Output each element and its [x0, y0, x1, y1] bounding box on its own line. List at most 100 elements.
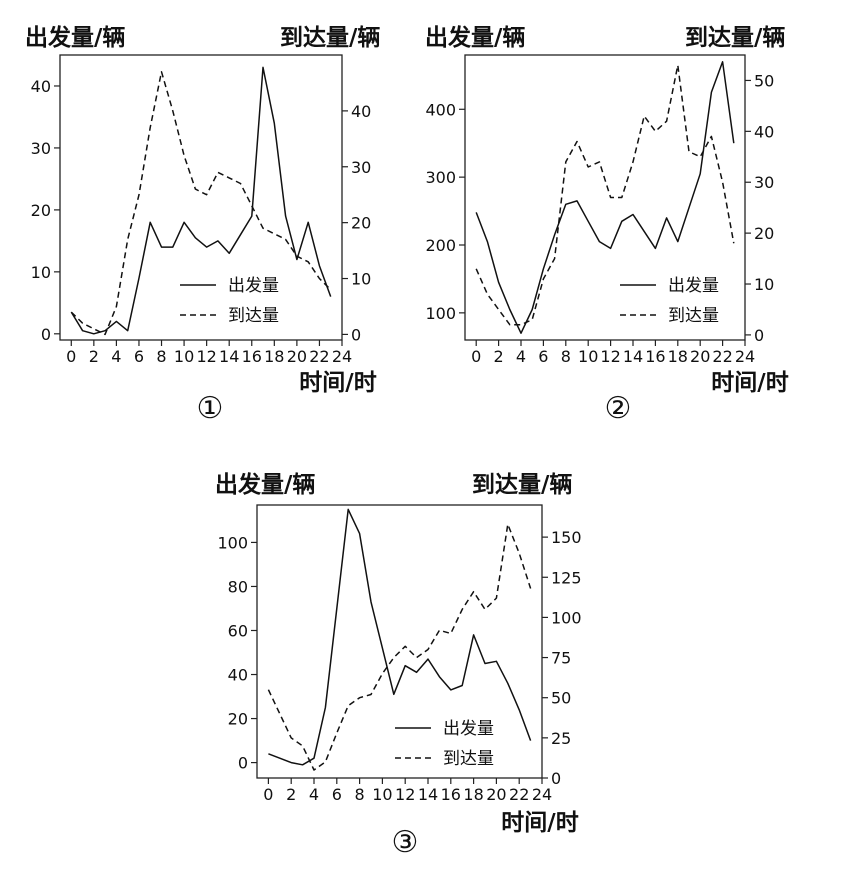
chart-2-right-tick-label: 50 [754, 71, 774, 90]
chart-2-left-tick-label: 400 [425, 100, 456, 119]
chart-1-x-tick-label: 2 [89, 347, 99, 366]
chart-2-right-tick-label: 0 [754, 326, 764, 345]
chart-1-x-tick-label: 18 [264, 347, 284, 366]
chart-1-x-tick-label: 24 [332, 347, 352, 366]
chart-2-x-tick-label: 16 [645, 347, 665, 366]
chart-1-x-tick-label: 16 [242, 347, 262, 366]
chart-2-legend-label-2: 到达量 [668, 306, 719, 326]
chart-3-x-tick-label: 6 [332, 785, 342, 804]
chart-2-left-axis-title: 出发量/辆 [425, 24, 525, 51]
chart-2-x-tick-label: 22 [712, 347, 732, 366]
chart-2-plot-frame [464, 54, 746, 341]
chart-3-right-tick-label: 25 [551, 729, 571, 748]
chart-3-left-tick-label: 80 [228, 577, 248, 596]
chart-1-left-tick-label: 10 [31, 263, 51, 282]
chart-2-x-tick-label: 12 [600, 347, 620, 366]
chart-2-right-tick-label: 20 [754, 224, 774, 243]
chart-3-right-tick-label: 75 [551, 649, 571, 668]
chart-1-x-tick-label: 22 [309, 347, 329, 366]
chart-3-panel-label: ③ [392, 825, 419, 860]
chart-1-x-axis-title: 时间/时 [299, 370, 376, 396]
chart-2-x-tick-label: 0 [471, 347, 481, 366]
chart-2-series-line-arrivals [475, 64, 735, 326]
chart-3-left-tick-label: 40 [228, 666, 248, 685]
chart-1-x-tick-label: 10 [174, 347, 194, 366]
chart-3-right-tick-label: 100 [551, 608, 582, 627]
chart-2-right-axis-title: 到达量/辆 [685, 25, 785, 51]
chart-2-x-tick-label: 24 [735, 347, 755, 366]
chart-1-x-tick-label: 8 [156, 347, 166, 366]
chart-3-x-tick-label: 10 [372, 785, 392, 804]
chart-1-panel-label: ① [197, 391, 224, 426]
chart-2-x-axis-title: 时间/时 [711, 370, 788, 396]
chart-2-right-tick-label: 10 [754, 275, 774, 294]
chart-1-series-line-departures [70, 66, 332, 335]
chart-2-x-tick-label: 20 [690, 347, 710, 366]
chart-3-x-tick-label: 2 [286, 785, 296, 804]
chart-3-left-axis-title: 出发量/辆 [215, 471, 315, 498]
chart-1-x-tick-label: 12 [196, 347, 216, 366]
chart-3-x-tick-label: 14 [418, 785, 438, 804]
chart-2-right-tick-label: 40 [754, 122, 774, 141]
chart-1-legend-label-1: 出发量 [228, 276, 279, 296]
chart-3-x-tick-label: 18 [463, 785, 483, 804]
chart-3-x-axis-title: 时间/时 [501, 810, 578, 836]
chart-3-series-line-arrivals [267, 523, 532, 771]
chart-1-left-tick-label: 40 [31, 77, 51, 96]
chart-1-right-tick-label: 40 [351, 102, 371, 121]
chart-3-right-axis-title: 到达量/辆 [472, 472, 572, 498]
chart-1-right-tick-label: 0 [351, 325, 361, 344]
chart-2-right-tick-label: 30 [754, 173, 774, 192]
chart-3-x-tick-label: 12 [395, 785, 415, 804]
chart-3-x-tick-label: 4 [309, 785, 319, 804]
chart-3-legend-label-1: 出发量 [443, 719, 494, 739]
chart-2-legend-label-1: 出发量 [668, 276, 719, 296]
chart-1-right-tick-label: 10 [351, 270, 371, 289]
chart-2-left-tick-label: 100 [425, 304, 456, 323]
chart-2-x-tick-label: 14 [623, 347, 643, 366]
chart-2-series-line-departures [475, 61, 735, 334]
chart-2-left-tick-label: 300 [425, 168, 456, 187]
chart-3-right-tick-label: 0 [551, 769, 561, 788]
chart-1-x-tick-label: 20 [287, 347, 307, 366]
chart-3-x-tick-label: 20 [486, 785, 506, 804]
chart-3-right-tick-label: 125 [551, 568, 582, 587]
chart-2-left-tick-label: 200 [425, 236, 456, 255]
chart-2-x-tick-label: 2 [494, 347, 504, 366]
chart-2-x-tick-label: 18 [668, 347, 688, 366]
chart-3-x-tick-label: 8 [355, 785, 365, 804]
chart-3-right-tick-label: 150 [551, 528, 582, 547]
chart-1-left-tick-label: 0 [41, 325, 51, 344]
chart-3-left-tick-label: 100 [217, 533, 248, 552]
chart-2-x-tick-label: 4 [516, 347, 526, 366]
chart-1-plot-frame [59, 54, 343, 341]
chart-3-x-tick-label: 24 [532, 785, 552, 804]
chart-2-panel-label: ② [605, 391, 632, 426]
chart-2-x-tick-label: 10 [578, 347, 598, 366]
chart-3-left-tick-label: 20 [228, 710, 248, 729]
chart-2-x-tick-label: 6 [538, 347, 548, 366]
chart-3-x-tick-label: 0 [263, 785, 273, 804]
chart-1-left-axis-title: 出发量/辆 [25, 24, 125, 51]
chart-3-legend-label-2: 到达量 [443, 749, 494, 769]
chart-3-plot-frame [256, 504, 543, 779]
chart-3-left-tick-label: 60 [228, 621, 248, 640]
chart-1-series-line-arrivals [70, 71, 332, 336]
chart-1-x-tick-label: 4 [111, 347, 121, 366]
chart-1-right-axis-title: 到达量/辆 [280, 25, 380, 51]
chart-3-right-tick-label: 50 [551, 689, 571, 708]
chart-1-x-tick-label: 0 [66, 347, 76, 366]
chart-1-right-tick-label: 30 [351, 158, 371, 177]
chart-3-x-tick-label: 22 [509, 785, 529, 804]
chart-2-x-tick-label: 8 [561, 347, 571, 366]
chart-1-right-tick-label: 20 [351, 214, 371, 233]
chart-1-x-tick-label: 6 [134, 347, 144, 366]
chart-3-series-line-departures [268, 508, 532, 766]
chart-3-x-tick-label: 16 [441, 785, 461, 804]
chart-1-left-tick-label: 30 [31, 139, 51, 158]
chart-1-x-tick-label: 14 [219, 347, 239, 366]
chart-1-legend-label-2: 到达量 [228, 306, 279, 326]
chart-1-left-tick-label: 20 [31, 201, 51, 220]
chart-3-left-tick-label: 0 [238, 754, 248, 773]
